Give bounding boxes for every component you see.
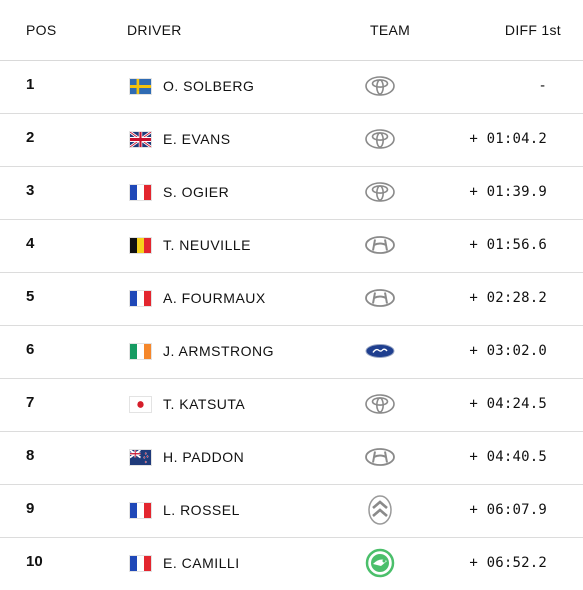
table-row[interactable]: 2 E. EVANS + 01:04.2 xyxy=(0,114,583,167)
time-diff: + 04:24.5 xyxy=(469,396,547,412)
sweden-flag xyxy=(129,78,152,95)
header-pos: POS xyxy=(26,22,57,38)
position: 8 xyxy=(26,447,35,464)
time-diff: + 04:40.5 xyxy=(469,449,547,465)
driver-name[interactable]: E. CAMILLI xyxy=(163,555,240,571)
driver-name[interactable]: O. SOLBERG xyxy=(163,78,255,94)
japan-flag xyxy=(129,396,152,413)
table-row[interactable]: 7 T. KATSUTA + 04:24.5 xyxy=(0,379,583,432)
driver-name[interactable]: J. ARMSTRONG xyxy=(163,343,275,359)
position: 4 xyxy=(26,235,35,252)
position: 5 xyxy=(26,288,35,305)
france-flag xyxy=(129,502,152,519)
hyundai-logo xyxy=(362,230,398,260)
table-row[interactable]: 8 H. PADDON + 04:40.5 xyxy=(0,432,583,485)
driver-name[interactable]: L. ROSSEL xyxy=(163,502,240,518)
header-team: TEAM xyxy=(370,22,411,38)
toyota-logo xyxy=(362,124,398,154)
uk-flag xyxy=(129,131,152,148)
position: 7 xyxy=(26,394,35,411)
position: 6 xyxy=(26,341,35,358)
driver-name[interactable]: T. KATSUTA xyxy=(163,396,246,412)
hyundai-logo xyxy=(362,283,398,313)
time-diff: + 01:56.6 xyxy=(469,237,547,253)
header-diff[interactable]: DIFF 1st xyxy=(504,22,561,38)
time-diff: + 01:04.2 xyxy=(469,131,547,147)
driver-name[interactable]: H. PADDON xyxy=(163,449,245,465)
position: 10 xyxy=(26,553,43,570)
time-diff: + 01:39.9 xyxy=(469,184,547,200)
table-row[interactable]: 6 J. ARMSTRONG + 03:02.0 xyxy=(0,326,583,379)
belgium-flag xyxy=(129,237,152,254)
table-row[interactable]: 10 E. CAMILLI + 06:52.2 xyxy=(0,538,583,590)
citroen-logo xyxy=(362,495,398,525)
france-flag xyxy=(129,184,152,201)
table-header: POS DRIVER TEAM DIFF 1st xyxy=(0,0,583,61)
position: 2 xyxy=(26,129,35,146)
position: 3 xyxy=(26,182,35,199)
table-row[interactable]: 3 S. OGIER + 01:39.9 xyxy=(0,167,583,220)
table-row[interactable]: 4 T. NEUVILLE + 01:56.6 xyxy=(0,220,583,273)
ford-logo xyxy=(362,336,398,366)
table-body: 1 O. SOLBERG - 2 E. EVANS + 01:04.2 3 S. OGIER +… xyxy=(0,61,583,590)
table-row[interactable]: 5 A. FOURMAUX + 02:28.2 xyxy=(0,273,583,326)
table-row[interactable]: 9 L. ROSSEL + 06:07.9 xyxy=(0,485,583,538)
toyota-logo xyxy=(362,177,398,207)
table-row[interactable]: 1 O. SOLBERG - xyxy=(0,61,583,114)
time-diff: + 02:28.2 xyxy=(469,290,547,306)
position: 9 xyxy=(26,500,35,517)
time-diff: + 03:02.0 xyxy=(469,343,547,359)
skoda-logo xyxy=(362,548,398,578)
time-diff: + 06:52.2 xyxy=(469,555,547,571)
nz-flag xyxy=(129,449,152,466)
driver-name[interactable]: E. EVANS xyxy=(163,131,231,147)
hyundai-logo xyxy=(362,442,398,472)
time-diff: + 06:07.9 xyxy=(469,502,547,518)
driver-name[interactable]: T. NEUVILLE xyxy=(163,237,251,253)
toyota-logo xyxy=(362,71,398,101)
france-flag xyxy=(129,555,152,572)
ireland-flag xyxy=(129,343,152,360)
header-driver: DRIVER xyxy=(127,22,182,38)
toyota-logo xyxy=(362,389,398,419)
driver-name[interactable]: A. FOURMAUX xyxy=(163,290,266,306)
driver-name[interactable]: S. OGIER xyxy=(163,184,230,200)
time-diff: - xyxy=(538,78,547,94)
position: 1 xyxy=(26,76,35,93)
france-flag xyxy=(129,290,152,307)
